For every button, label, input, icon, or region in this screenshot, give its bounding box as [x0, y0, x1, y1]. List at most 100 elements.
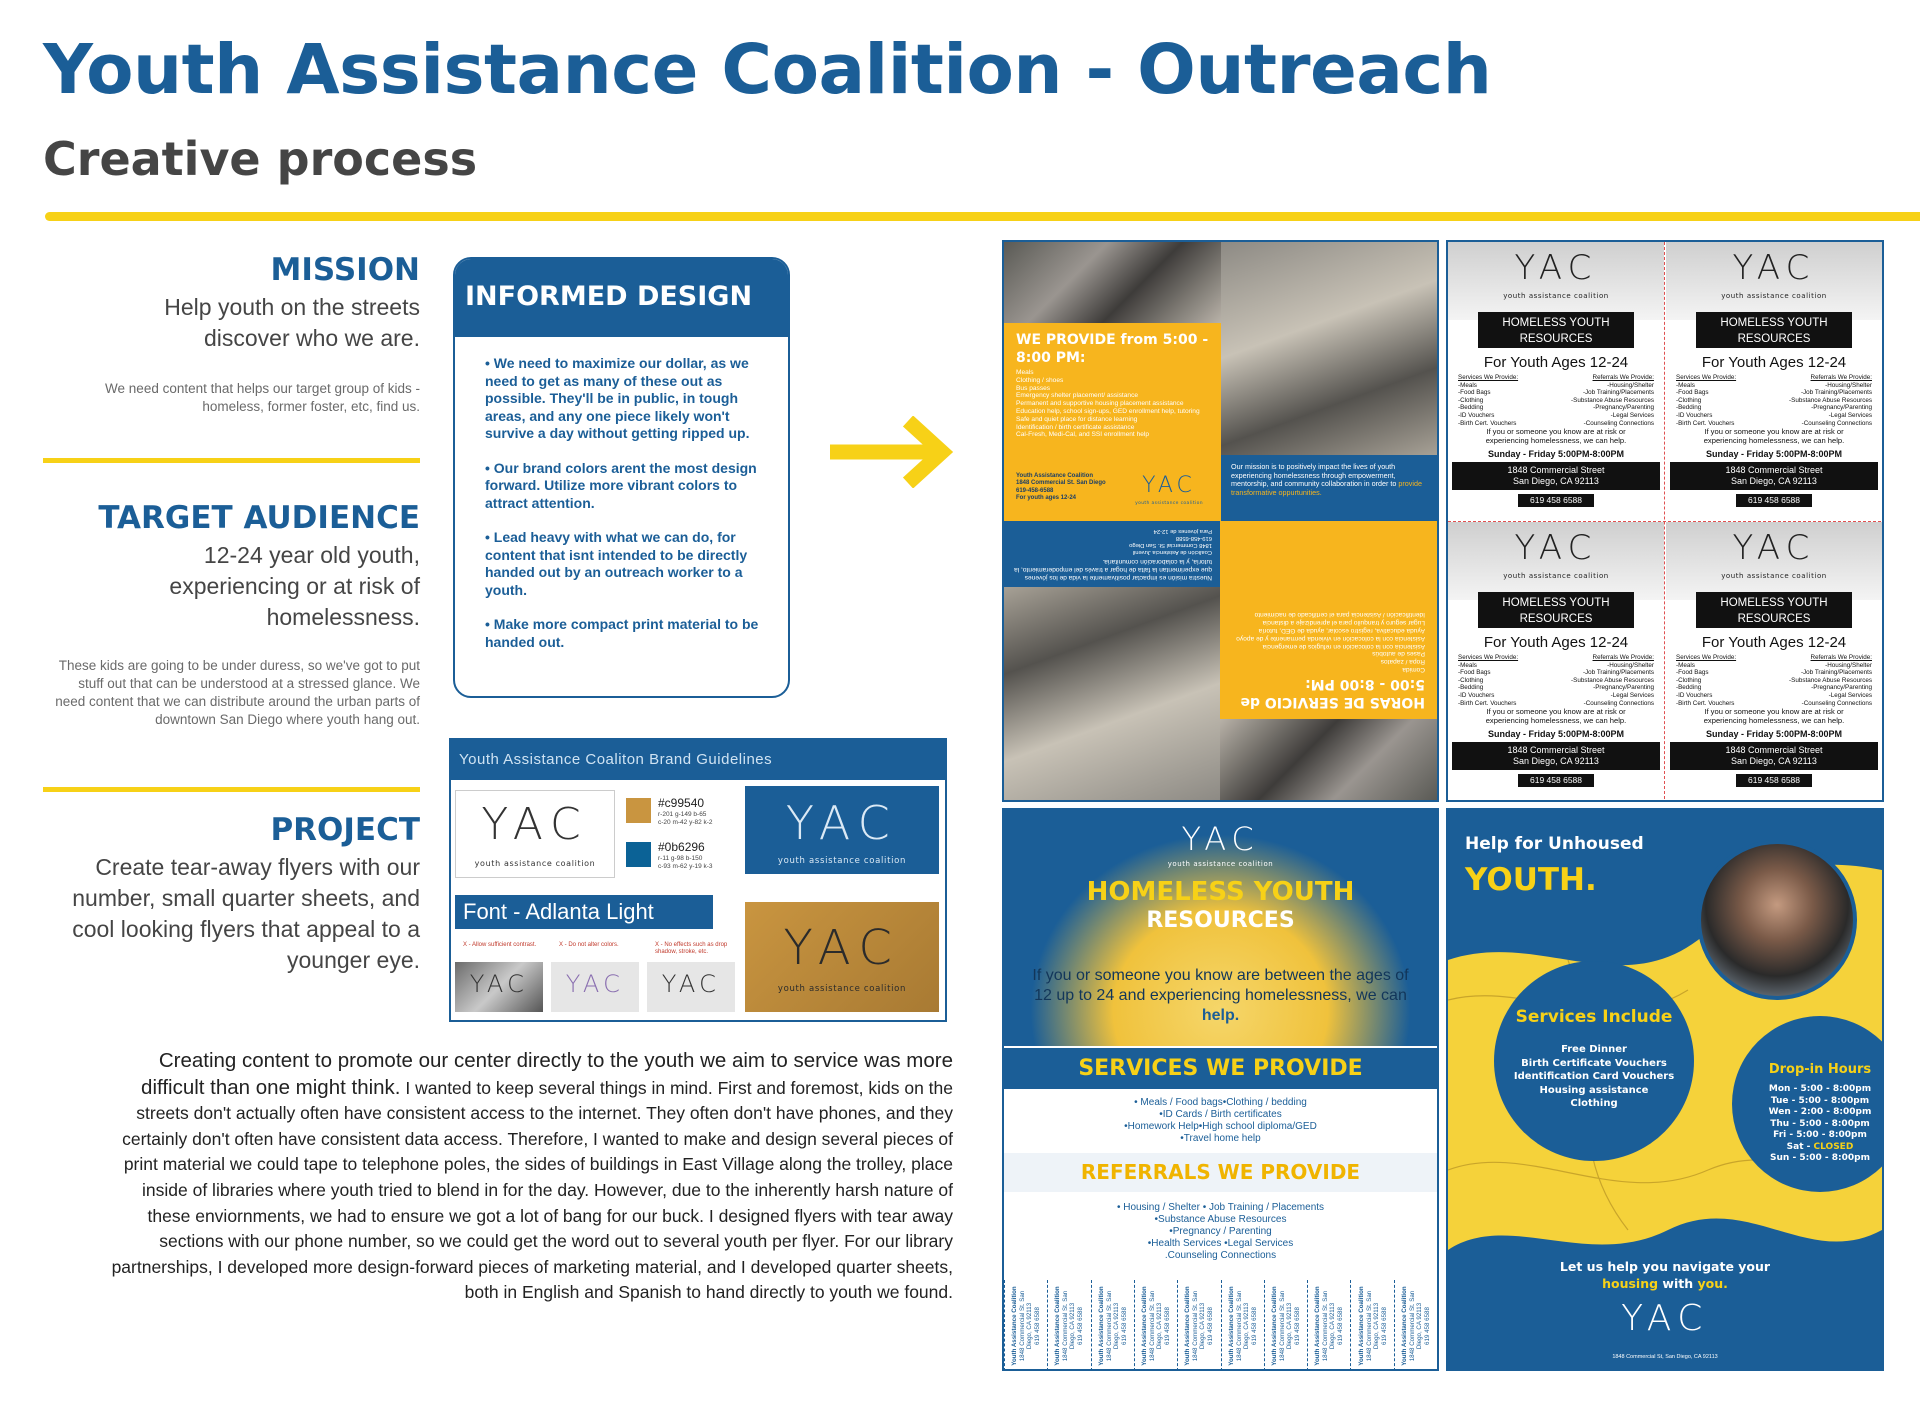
tab-text: Youth Assistance Coalition 1848 Commercia…	[1011, 1283, 1041, 1369]
referral-item: -Counseling Connections	[1583, 419, 1654, 427]
title-line: RESOURCES	[1146, 908, 1295, 933]
contact-line: Para jóvenes de 12-24	[1153, 528, 1212, 534]
city: San Diego, CA 92113	[1513, 756, 1599, 766]
phone: 619 458 6588	[1736, 774, 1812, 787]
tab-text: Youth Assistance Coalition 1848 Commercia…	[1141, 1283, 1171, 1369]
hours-row: Thu - 5:00 - 8:00pm	[1732, 1119, 1882, 1131]
service-item: •ID Cards / Birth certificates	[1159, 1109, 1282, 1120]
referral-item: -Legal Services	[1828, 691, 1872, 699]
tab-line: 619 458 6588	[1033, 1306, 1041, 1345]
cut-line	[1448, 521, 1882, 522]
city: San Diego, CA 92113	[1731, 476, 1817, 486]
contact: Coalición de Asistencia Juvenil 1848 Comm…	[1082, 527, 1212, 555]
street: 1848 Commercial Street	[1725, 465, 1823, 475]
tab-line: Youth Assistance Coalition	[1054, 1285, 1062, 1366]
divider	[45, 212, 1920, 221]
hours-row: Sun - 5:00 - 8:00pm	[1732, 1153, 1882, 1165]
tab-line: 1848 Commercial St. San Diego, CA 92113	[1408, 1290, 1423, 1361]
intro-text: If you or someone you know are between t…	[1032, 967, 1409, 1004]
service-list: Meals Clothing / shoes Bus passes Emergency…	[1016, 369, 1211, 439]
cut-line	[1664, 242, 1665, 800]
tab-line: 619 458 6588	[1077, 1306, 1085, 1345]
tab-line: 619 458 6588	[1163, 1306, 1171, 1345]
logo: YAC	[1514, 248, 1598, 288]
tab-line: 1848 Commercial St. San Diego, CA 92113	[1148, 1290, 1164, 1361]
city: San Diego, CA 92113	[1731, 756, 1817, 766]
service-item: -Meals	[1458, 381, 1477, 389]
help-text: If you or someone you know are at risk o…	[1485, 427, 1627, 445]
photo	[1697, 840, 1857, 1000]
services-heading: Services We Provide:	[1458, 654, 1519, 661]
tab-line: Youth Assistance Coalition	[1357, 1285, 1365, 1366]
hours-circle: Drop-in Hours Mon - 5:00 - 8:00pm Tue - 5…	[1732, 1016, 1882, 1192]
brand-guidelines: Youth Assistance Coaliton Brand Guidelin…	[449, 738, 947, 1022]
service-list: -Meals -Food Bags -Clothing -Bedding -ID Vou…	[1676, 382, 1774, 428]
hero	[1004, 810, 1437, 1046]
tab-line: 619 458 6588	[1120, 1306, 1128, 1345]
logo: YAC	[1732, 528, 1816, 568]
service-item: Comida	[1402, 666, 1425, 673]
logo: YAC	[1142, 473, 1196, 498]
divider	[43, 458, 420, 463]
tab-text: Youth Assistance Coalition 1848 Commercia…	[1098, 1283, 1128, 1369]
tab-text: Youth Assistance Coalition 1848 Commercia…	[1184, 1283, 1214, 1369]
service-item: •Homework Help•High school diploma/GED	[1124, 1121, 1317, 1132]
service-item: Meals	[1016, 369, 1034, 376]
tab-line: 619 458 6588	[1293, 1306, 1301, 1345]
logo-area: YAC youth assistance coalition	[1448, 522, 1664, 600]
title-line: RESOURCES	[1519, 333, 1593, 345]
help-text: If you or someone you know are at risk o…	[1485, 707, 1627, 725]
quarter-sheet: YAC youth assistance coalition HOMELESS …	[1448, 242, 1664, 521]
photo	[1221, 242, 1437, 455]
referral-item: -Pregnancy/Parenting	[1593, 404, 1654, 412]
title-band: HOMELESS YOUTH RESOURCES	[1478, 592, 1634, 628]
rule-label: X - No effects such as drop shadow, stro…	[655, 942, 728, 955]
tab-line: 1848 Commercial St. San Diego, CA 92113	[1278, 1290, 1293, 1361]
tab-text: Youth Assistance Coalition 1848 Commercia…	[1314, 1283, 1344, 1369]
referral-item: •Pregnancy / Parenting	[1169, 1226, 1272, 1237]
address: 1848 Commercial St, San Diego, CA 92113	[1612, 1354, 1718, 1360]
service-item: -Meals	[1676, 661, 1695, 669]
tab-line: Youth Assistance Coalition	[1270, 1285, 1278, 1366]
brand-title: Youth Assistance Coaliton Brand Guidelin…	[451, 740, 945, 780]
services-heading: SERVICES WE PROVIDE	[1004, 1048, 1437, 1089]
phone: 619 458 6588	[1518, 494, 1594, 507]
tear-tab: Youth Assistance Coalition 1848 Commercia…	[1350, 1280, 1393, 1369]
heading: HORAS DE SERVICIO de 5:00 - 8:00 PM:	[1240, 676, 1426, 710]
service-item: -Clothing	[1458, 676, 1484, 684]
service-item: -Food Bags	[1458, 669, 1491, 677]
mission: Nuestra misión es impactar positivamente…	[1014, 558, 1212, 581]
tab-line: Youth Assistance Coalition	[1227, 1285, 1235, 1366]
referrals: Referrals We Provide: -Housing/Shelter -J…	[1774, 654, 1872, 707]
services-box: WE PROVIDE from 5:00 - 8:00 PM: Meals Clo…	[1004, 323, 1221, 521]
street: 1848 Commercial Street	[1507, 465, 1605, 475]
referral-list: -Housing/Shelter -Job Training/Placements…	[1774, 662, 1872, 708]
referral-item: •Substance Abuse Resources	[1154, 1214, 1287, 1225]
quarter-sheets: YAC youth assistance coalition HOMELESS …	[1446, 240, 1884, 802]
tab-line: Youth Assistance Coalition	[1140, 1285, 1148, 1366]
tab-line: 1848 Commercial St. San Diego, CA 92113	[1235, 1290, 1250, 1361]
service-item: Ropa / zapatos	[1380, 658, 1425, 666]
referrals: Referrals We Provide: -Housing/Shelter -J…	[1774, 374, 1872, 427]
logo-area: YAC youth assistance coalition	[1666, 522, 1882, 600]
intro: If you or someone you know are between t…	[1029, 966, 1412, 1026]
tear-tab: Youth Assistance Coalition 1848 Commercia…	[1307, 1280, 1350, 1369]
service-item: Bus passes	[1016, 384, 1051, 392]
tear-tabs: Youth Assistance Coalition 1848 Commercia…	[1004, 1280, 1437, 1369]
cta-part: housing	[1602, 1276, 1659, 1291]
logo: YAC	[565, 970, 625, 998]
referral-list: -Housing/Shelter -Job Training/Placements…	[1774, 382, 1872, 428]
section-body: These kids are going to be under duress,…	[55, 658, 420, 727]
tab-line: 1848 Commercial St. San Diego, CA 92113	[1061, 1290, 1077, 1361]
tab-line: 1848 Commercial St. San Diego, CA 92113	[1321, 1290, 1337, 1361]
address: 1848 Commercial Street San Diego, CA 921…	[1452, 742, 1660, 770]
point: • Lead heavy with what we can do, for co…	[485, 529, 748, 598]
referral-item: -Substance Abuse Resources	[1571, 676, 1654, 684]
service-item: -Clothing	[1458, 396, 1484, 404]
tab-line: 619 458 6588	[1423, 1306, 1431, 1345]
day: Wen -	[1768, 1107, 1801, 1117]
referral-item: -Housing/Shelter	[1825, 381, 1872, 389]
contact-line: Coalición de Asistencia Juvenil	[1132, 549, 1212, 555]
lists: Services We Provide: -Meals -Food Bags -Cl…	[1676, 374, 1872, 427]
service-item: Emergency shelter placement/ assistance	[1016, 392, 1139, 400]
